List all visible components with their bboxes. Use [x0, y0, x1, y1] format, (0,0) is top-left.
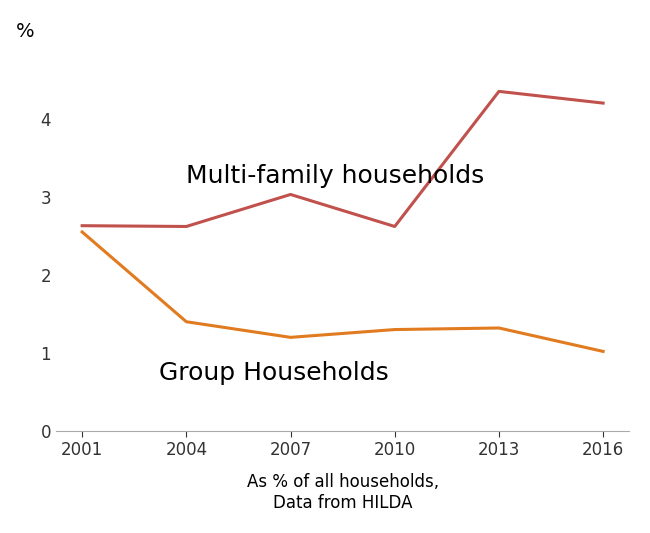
Text: Group Households: Group Households: [159, 361, 388, 385]
Text: %: %: [16, 22, 34, 41]
X-axis label: As % of all households,
Data from HILDA: As % of all households, Data from HILDA: [246, 473, 439, 512]
Text: Multi-family households: Multi-family households: [187, 164, 485, 188]
